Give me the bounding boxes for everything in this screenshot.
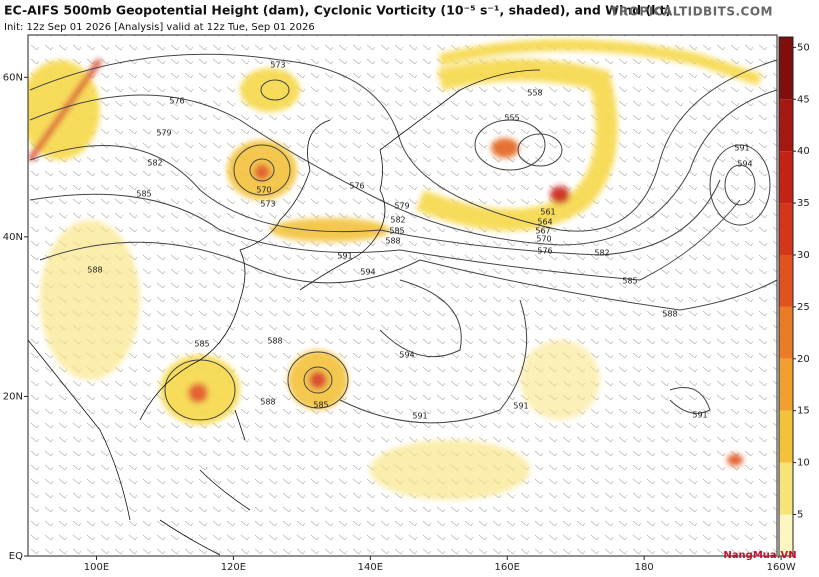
contour-label: 570 (536, 235, 551, 244)
contour-label: 591 (337, 252, 352, 261)
colorbar-label: 5 (797, 509, 803, 520)
height-contours (29, 53, 777, 424)
contour-label: 582 (594, 249, 609, 258)
contour-label: 582 (147, 159, 162, 168)
contour-label: 576 (349, 182, 364, 191)
contour-label: 576 (537, 247, 552, 256)
contour-label: 591 (692, 411, 707, 420)
colorbar-frame (778, 36, 794, 557)
colorbar: 5 10 15 20 25 30 35 40 45 50 (778, 36, 810, 557)
colorbar-label: 25 (797, 302, 810, 313)
x-tick-label: 100E (84, 562, 109, 573)
colorbar-band (779, 203, 793, 255)
colorbar-band (779, 410, 793, 463)
contour-label: 588 (385, 237, 400, 246)
contour-label: 591 (734, 144, 749, 153)
contour-label: 585 (622, 277, 637, 286)
contour-label: 573 (270, 61, 285, 70)
colorbar-label: 40 (797, 146, 810, 157)
colorbar-label: 15 (797, 406, 810, 417)
watermark: NangMua.VN (723, 550, 796, 561)
coastlines (28, 69, 541, 556)
colorbar-label: 30 (797, 250, 810, 261)
contour-label: 579 (156, 129, 171, 138)
contour-label: 594 (737, 160, 752, 169)
colorbar-label: 35 (797, 198, 810, 209)
contour-label: 591 (513, 402, 528, 411)
contour-label: 588 (662, 310, 677, 319)
y-tick-label: EQ (9, 551, 23, 562)
x-tick-label: 140E (358, 562, 383, 573)
x-tick-label: 160W (767, 562, 796, 573)
contour-label: 588 (87, 266, 102, 275)
colorbar-band (779, 99, 793, 152)
contour-label: 570 (256, 186, 271, 195)
x-tick-label: 120E (221, 562, 246, 573)
contour-label: 582 (390, 216, 405, 225)
contour-label: 585 (136, 190, 151, 199)
map-area (28, 35, 777, 556)
site-label: TROPICALTIDBITS.COM (610, 5, 773, 19)
contour-label: 555 (504, 114, 519, 123)
colorbar-band (779, 462, 793, 515)
colorbar-label: 50 (797, 42, 810, 53)
title: EC-AIFS 500mb Geopotential Height (dam),… (4, 3, 671, 18)
x-tick-label: 180 (635, 562, 654, 573)
contour-label: 558 (527, 89, 542, 98)
y-tick-label: 20N (3, 391, 23, 402)
init-line: Init: 12z Sep 01 2026 [Analysis] valid a… (4, 22, 315, 33)
contour-label: 585 (389, 227, 404, 236)
contour-label: 564 (537, 218, 552, 227)
contour-label: 585 (313, 401, 328, 410)
contour-label: 567 (535, 227, 550, 236)
colorbar-band (779, 306, 793, 359)
contour-label: 588 (260, 398, 275, 407)
colorbar-label: 45 (797, 94, 810, 105)
contour-label: 573 (260, 200, 275, 209)
colorbar-band (779, 514, 793, 556)
contour-label: 594 (399, 351, 414, 360)
contour-label: 591 (412, 412, 427, 421)
contour-label: 561 (540, 208, 555, 217)
contour-label: 576 (169, 97, 184, 106)
map-frame (27, 34, 778, 557)
colorbar-band (779, 358, 793, 411)
colorbar-band (779, 254, 793, 307)
colorbar-band (779, 37, 793, 100)
colorbar-band (779, 151, 793, 204)
colorbar-label: 20 (797, 354, 810, 365)
contour-label: 579 (394, 202, 409, 211)
contour-label: 585 (194, 340, 209, 349)
colorbar-label: 10 (797, 458, 810, 469)
y-tick-label: 40N (3, 232, 23, 243)
x-tick-label: 160E (495, 562, 520, 573)
contour-label: 588 (267, 337, 282, 346)
y-tick-label: 60N (3, 72, 23, 83)
contour-label: 594 (360, 268, 375, 277)
